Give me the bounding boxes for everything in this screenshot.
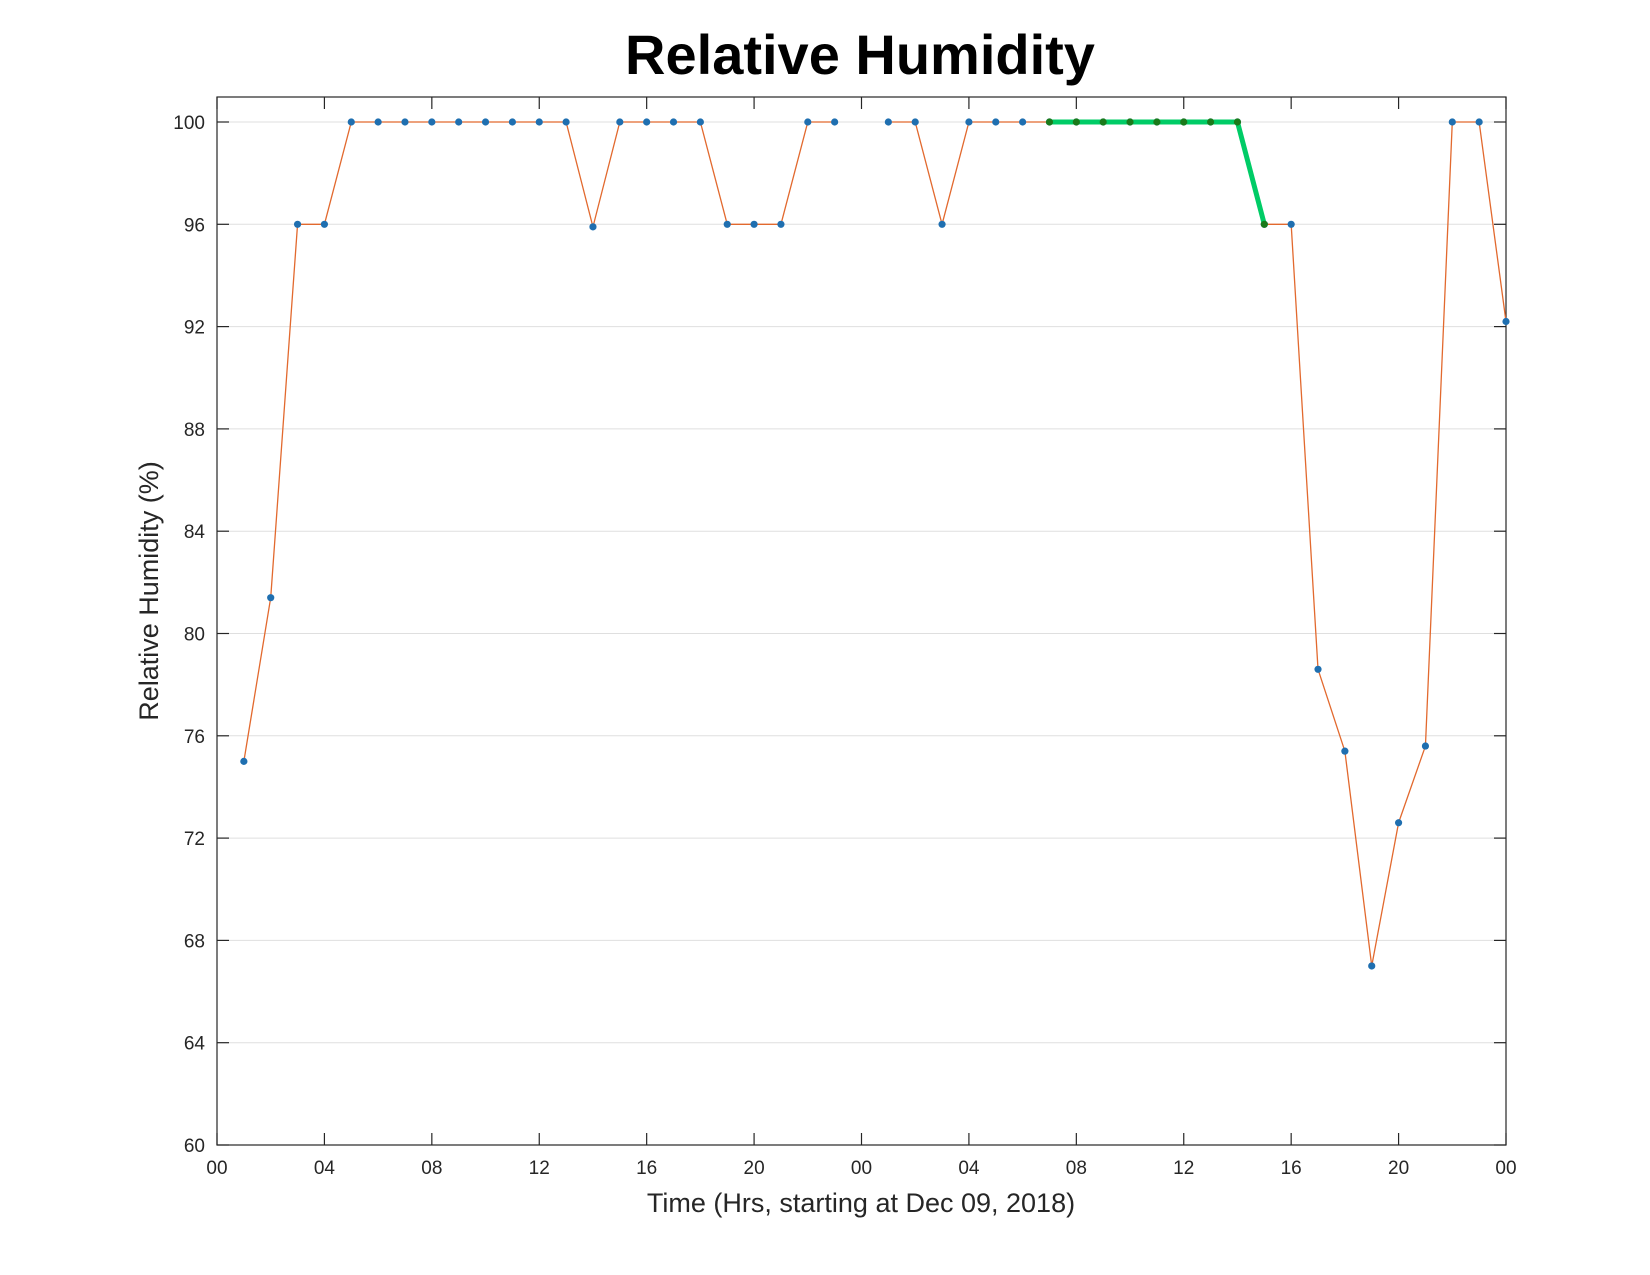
data-point — [267, 594, 275, 602]
data-point — [1153, 118, 1161, 126]
x-tick-label: 20 — [744, 1158, 765, 1179]
series-2 — [1045, 118, 1268, 228]
data-point — [1475, 118, 1483, 126]
x-axis-label: Time (Hrs, starting at Dec 09, 2018) — [647, 1188, 1075, 1218]
series-1-segment — [1344, 750, 1373, 967]
x-tick-label: 00 — [851, 1158, 872, 1179]
x-tick-label: 00 — [1495, 1158, 1516, 1179]
data-point — [1421, 742, 1430, 750]
x-tick-label: 08 — [1066, 1158, 1087, 1179]
data-point — [1233, 118, 1242, 126]
data-point — [1448, 118, 1456, 126]
x-tick-label: 20 — [1388, 1158, 1409, 1179]
data-point — [1260, 220, 1268, 228]
series-1-segment — [1317, 668, 1346, 752]
data-point — [293, 220, 302, 228]
series-1-segment — [592, 121, 621, 228]
x-tick-label: 00 — [206, 1158, 227, 1179]
plot-area — [216, 96, 1507, 1146]
series-1-segment — [323, 121, 352, 225]
x-tick-label: 04 — [958, 1158, 980, 1179]
data-point — [589, 223, 597, 231]
data-point — [1341, 747, 1349, 755]
data-point — [320, 220, 329, 228]
series-1-segment — [1371, 822, 1400, 967]
data-point — [1180, 118, 1188, 126]
series-1-segment — [1397, 745, 1427, 824]
series-1-segment — [270, 223, 299, 599]
data-point — [911, 118, 919, 126]
data-point — [1502, 317, 1510, 326]
data-point — [481, 118, 490, 126]
data-point — [831, 118, 839, 126]
series-1-segment — [243, 597, 272, 763]
data-point — [777, 220, 785, 228]
series-2-segment — [1234, 119, 1267, 227]
data-point — [696, 118, 704, 126]
y-tick-label: 60 — [184, 1136, 205, 1157]
series-1-segment — [1290, 223, 1319, 670]
data-point — [643, 118, 651, 126]
y-tick-label: 72 — [184, 829, 205, 850]
y-tick-label: 64 — [184, 1034, 206, 1055]
series-1-segment — [780, 121, 809, 225]
data-point — [750, 220, 758, 228]
x-tick-label: 12 — [1173, 1158, 1194, 1179]
series-1-segment — [1478, 121, 1507, 323]
gridlines — [217, 121, 1506, 1044]
series-1-segment — [565, 121, 594, 228]
data-point — [508, 118, 516, 126]
y-tick-label: 100 — [173, 113, 205, 134]
data-point — [616, 118, 624, 126]
data-point — [1072, 118, 1080, 126]
data-point — [1099, 118, 1107, 126]
data-point — [1045, 118, 1054, 126]
data-point — [1287, 220, 1295, 228]
x-tick-label: 12 — [529, 1158, 550, 1179]
series-1 — [240, 118, 1510, 970]
series-1-segment — [914, 121, 943, 225]
y-tick-label: 96 — [184, 215, 205, 236]
data-point — [884, 118, 892, 126]
data-point — [455, 118, 463, 126]
data-point — [1126, 118, 1134, 126]
y-tick-label: 84 — [184, 522, 206, 543]
data-point — [562, 118, 570, 126]
y-tick-label: 88 — [184, 420, 205, 441]
data-point — [1207, 118, 1215, 126]
data-point — [240, 757, 248, 765]
data-point — [428, 118, 436, 126]
y-tick-label: 80 — [184, 625, 205, 646]
series-1-segment — [941, 121, 970, 225]
data-point — [401, 118, 409, 126]
data-point — [374, 118, 382, 126]
data-point — [1019, 118, 1027, 126]
y-axis-label: Relative Humidity (%) — [134, 461, 164, 721]
data-series — [240, 118, 1510, 970]
data-point — [1368, 962, 1376, 970]
data-point — [723, 220, 731, 228]
y-tick-label: 68 — [184, 931, 205, 952]
x-tick-label: 16 — [1281, 1158, 1302, 1179]
axis-ticks: 60 64 68 72 76 80 84 88 92 96 100 00 04 08 12 16 20 00 04 0… — [173, 97, 1517, 1179]
data-point — [1314, 665, 1322, 673]
data-point — [804, 118, 812, 126]
data-point — [347, 118, 355, 126]
data-point — [1394, 819, 1403, 827]
data-point — [535, 118, 543, 126]
x-tick-label: 16 — [636, 1158, 657, 1179]
y-tick-label: 92 — [184, 318, 205, 339]
x-tick-label: 04 — [314, 1158, 336, 1179]
series-1-segment — [1424, 121, 1453, 747]
data-point — [938, 220, 946, 228]
x-tick-label: 08 — [421, 1158, 442, 1179]
chart-title: Relative Humidity — [625, 23, 1095, 86]
data-point — [669, 118, 678, 126]
y-tick-label: 76 — [184, 727, 205, 748]
series-1-segment — [699, 121, 728, 225]
data-point — [992, 118, 1000, 126]
data-point — [965, 118, 973, 126]
